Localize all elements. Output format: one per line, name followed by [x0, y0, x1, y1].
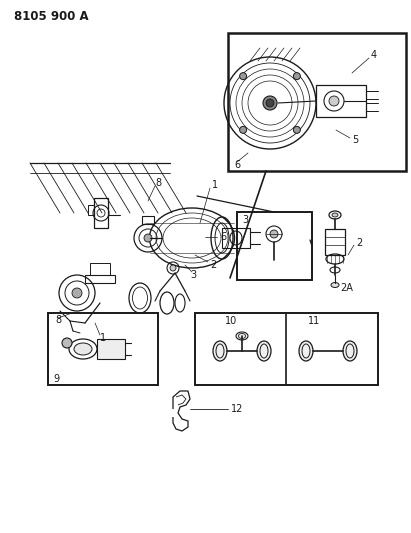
- Bar: [237, 212, 312, 280]
- Text: 3: 3: [190, 270, 196, 280]
- Text: 8105 900 A: 8105 900 A: [14, 11, 89, 23]
- Bar: [222, 228, 250, 248]
- Text: 2: 2: [356, 238, 362, 248]
- Circle shape: [170, 265, 176, 271]
- Text: 5: 5: [352, 135, 358, 145]
- Text: 6: 6: [220, 232, 226, 242]
- Text: 8: 8: [55, 315, 61, 325]
- Bar: [94, 198, 108, 228]
- Bar: [195, 313, 378, 385]
- Circle shape: [62, 338, 72, 348]
- Bar: [88, 205, 94, 215]
- Bar: [97, 339, 125, 359]
- Circle shape: [263, 96, 277, 110]
- Circle shape: [270, 230, 278, 238]
- Ellipse shape: [343, 341, 357, 361]
- Text: 10: 10: [225, 316, 237, 326]
- Circle shape: [72, 288, 82, 298]
- Bar: [48, 313, 158, 385]
- Bar: [142, 216, 154, 224]
- Text: 9: 9: [53, 374, 59, 384]
- Ellipse shape: [236, 332, 248, 340]
- Circle shape: [266, 99, 274, 107]
- Text: 4: 4: [371, 50, 377, 60]
- Bar: [325, 229, 345, 255]
- Text: 6: 6: [234, 160, 240, 170]
- Text: 2: 2: [210, 260, 216, 270]
- Text: 1: 1: [100, 333, 106, 343]
- Text: 1: 1: [212, 180, 218, 190]
- Circle shape: [293, 126, 300, 133]
- Ellipse shape: [332, 213, 338, 217]
- Text: 3: 3: [242, 215, 248, 225]
- Bar: [316, 85, 366, 117]
- Bar: [228, 33, 406, 171]
- Circle shape: [293, 72, 300, 79]
- Text: 11: 11: [308, 316, 320, 326]
- Circle shape: [240, 126, 247, 133]
- Bar: [85, 275, 115, 283]
- Text: 8: 8: [155, 178, 161, 188]
- Ellipse shape: [331, 282, 339, 287]
- Text: 12: 12: [231, 404, 243, 414]
- Circle shape: [329, 96, 339, 106]
- Ellipse shape: [257, 341, 271, 361]
- Text: 2A: 2A: [340, 283, 353, 293]
- Ellipse shape: [74, 343, 92, 355]
- Ellipse shape: [213, 341, 227, 361]
- Circle shape: [240, 72, 247, 79]
- Bar: [90, 263, 110, 275]
- Circle shape: [144, 234, 152, 242]
- Ellipse shape: [299, 341, 313, 361]
